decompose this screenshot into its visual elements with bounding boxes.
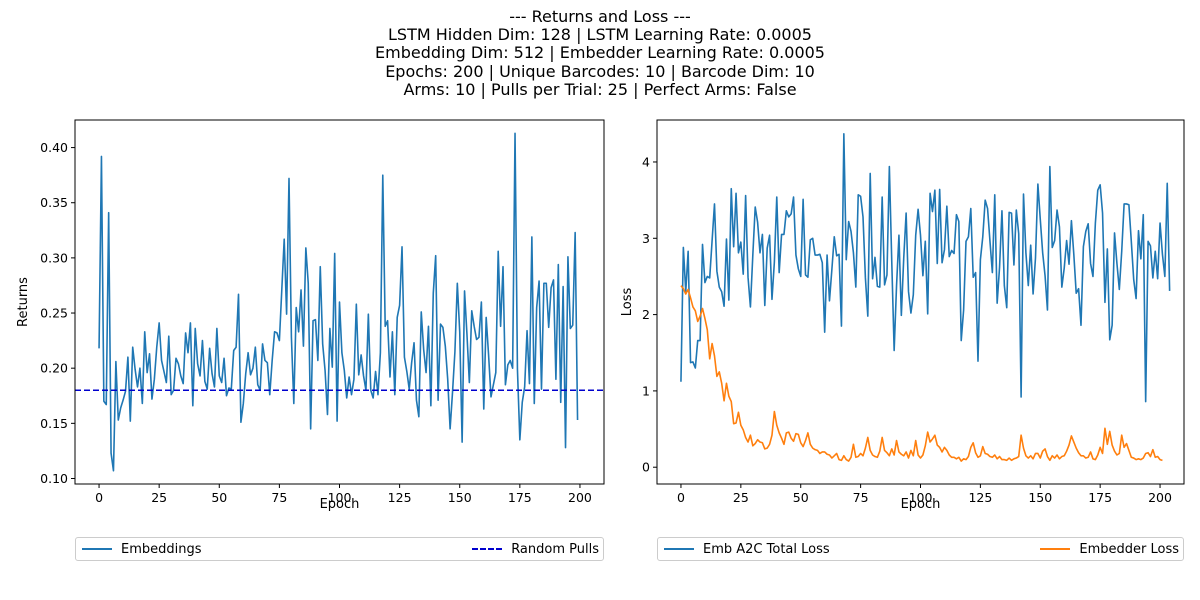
returns-xtick-label: 200	[568, 490, 592, 505]
returns-xtick-label: 0	[95, 490, 103, 505]
returns-xtick-label: 175	[508, 490, 532, 505]
loss-xtick-label: 25	[733, 490, 749, 505]
returns-ytick-label: 0.35	[40, 195, 68, 210]
legend-label-a2c-loss: Emb A2C Total Loss	[703, 541, 830, 557]
returns-ytick-label: 0.10	[40, 471, 68, 486]
returns-ytick-label: 0.20	[40, 361, 68, 376]
loss-xtick-label: 125	[968, 490, 992, 505]
title-line-5: Arms: 10 | Pulls per Trial: 25 | Perfect…	[403, 79, 797, 99]
title-line-3: Embedding Dim: 512 | Embedder Learning R…	[375, 43, 825, 63]
loss-xtick-label: 50	[793, 490, 809, 505]
legend-entry-embeddings: Embeddings	[82, 538, 202, 560]
returns-ytick-label: 0.15	[40, 416, 68, 431]
legend-label-random-pulls: Random Pulls	[511, 541, 599, 557]
legend-entry-embedder-loss: Embedder Loss	[1040, 538, 1179, 560]
series-line-embeddings	[98, 132, 579, 472]
returns-legend: Embeddings Random Pulls	[75, 537, 604, 561]
loss-chart: 0 25 50 75 100 125 150 175 200 0 1 2 3 4 Epoch Loss	[620, 119, 1185, 512]
returns-xtick-label: 75	[271, 490, 287, 505]
legend-label-embeddings: Embeddings	[121, 541, 202, 557]
loss-xtick-label: 150	[1028, 490, 1052, 505]
returns-xtick-label: 25	[151, 490, 167, 505]
loss-xtick-label: 200	[1148, 490, 1172, 505]
loss-x-axis-label: Epoch	[901, 497, 941, 512]
loss-ytick-label: 2	[642, 307, 650, 322]
loss-xtick-label: 100	[909, 490, 933, 505]
loss-y-axis-label: Loss	[620, 288, 635, 317]
loss-ytick-label: 0	[642, 460, 650, 475]
loss-ytick-label: 1	[642, 383, 650, 398]
loss-xtick-label: 0	[677, 490, 685, 505]
legend-swatch-embedder-loss	[1040, 548, 1071, 550]
loss-legend: Emb A2C Total Loss Embedder Loss	[657, 537, 1184, 561]
loss-xtick-label: 75	[853, 490, 869, 505]
returns-xtick-label: 150	[448, 490, 472, 505]
legend-entry-random-pulls: Random Pulls	[472, 538, 599, 560]
returns-y-axis-label: Returns	[16, 277, 31, 327]
returns-xtick-label: 100	[328, 490, 352, 505]
title-line-2: LSTM Hidden Dim: 128 | LSTM Learning Rat…	[388, 25, 812, 45]
loss-ytick-label: 3	[642, 231, 650, 246]
returns-xtick-label: 125	[388, 490, 412, 505]
returns-x-axis-label: Epoch	[320, 497, 360, 512]
legend-swatch-random-pulls	[472, 548, 503, 550]
loss-ytick-label: 4	[642, 154, 650, 169]
legend-label-embedder-loss: Embedder Loss	[1079, 541, 1179, 557]
returns-ytick-label: 0.40	[40, 140, 68, 155]
returns-ytick-label: 0.30	[40, 250, 68, 265]
title-line-4: Epochs: 200 | Unique Barcodes: 10 | Barc…	[385, 61, 815, 81]
returns-xtick-label: 50	[211, 490, 227, 505]
series-line-emb-a2c-total-loss	[680, 132, 1171, 403]
title-line-1: --- Returns and Loss ---	[509, 7, 691, 26]
loss-xtick-label: 175	[1088, 490, 1112, 505]
series-line-embedder-loss	[680, 285, 1163, 462]
legend-swatch-a2c-loss	[664, 548, 694, 550]
legend-swatch-embeddings	[82, 548, 112, 550]
returns-ytick-label: 0.25	[40, 306, 68, 321]
figure-title: --- Returns and Loss --- LSTM Hidden Dim…	[0, 7, 1200, 99]
legend-entry-a2c-loss: Emb A2C Total Loss	[664, 538, 830, 560]
returns-chart: 0 25 50 75 100 125 150 175 200 0.10 0.15 0.20 0.25 0.…	[16, 119, 605, 512]
